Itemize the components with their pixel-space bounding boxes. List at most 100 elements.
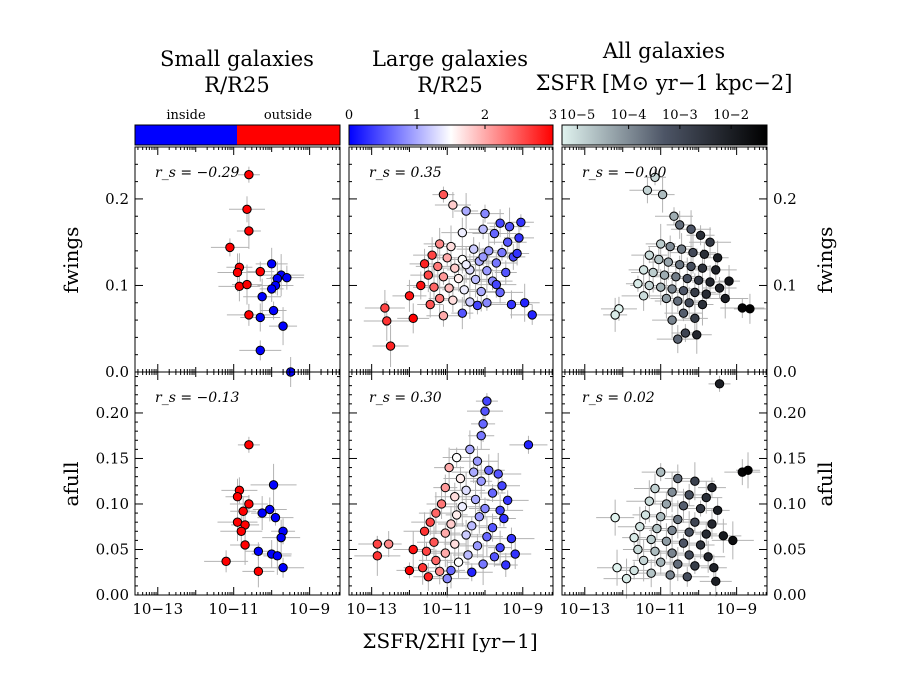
data-point xyxy=(701,529,711,539)
data-point xyxy=(502,495,513,506)
data-point xyxy=(650,483,660,494)
panel-small-afull: 10−13 10−11 10−9 0.00 0.05 0.10 0.15 0.20 r_s = … xyxy=(96,371,341,618)
data-point xyxy=(446,565,456,576)
data-point xyxy=(383,539,394,549)
data-point xyxy=(478,559,488,569)
data-point xyxy=(266,284,277,294)
data-point xyxy=(665,570,675,580)
data-point xyxy=(478,224,488,234)
data-point xyxy=(457,502,468,512)
data-point xyxy=(682,273,692,284)
data-point xyxy=(516,217,526,227)
data-point xyxy=(255,266,265,277)
data-point xyxy=(656,239,666,249)
panel-all-afull: 10−13 10−11 10−9 0.00 0.05 0.10 0.15 0.20 r_s = … xyxy=(559,371,806,618)
data-point xyxy=(669,211,679,221)
data-point xyxy=(431,508,441,518)
data-point xyxy=(745,304,755,314)
data-point xyxy=(451,452,462,463)
data-point xyxy=(728,535,738,546)
data-point xyxy=(442,573,452,584)
data-point xyxy=(461,530,471,540)
data-point xyxy=(476,286,486,297)
data-point xyxy=(434,239,445,249)
data-point xyxy=(429,282,439,292)
data-point xyxy=(737,303,748,313)
data-point xyxy=(495,287,505,298)
data-point xyxy=(495,505,505,516)
data-point xyxy=(278,562,288,573)
data-point xyxy=(523,440,534,450)
spearman-annotation: r_s = 0.02 xyxy=(582,390,655,406)
data-point xyxy=(455,473,466,484)
data-point xyxy=(236,526,246,536)
data-point xyxy=(476,431,486,441)
colorbar-small-frame xyxy=(134,124,341,146)
data-point xyxy=(431,555,441,566)
data-point xyxy=(372,539,383,549)
large-galaxies-subtitle: R/R25 xyxy=(417,73,482,97)
data-point xyxy=(442,253,452,263)
data-point xyxy=(724,276,734,286)
y-tick-label: 0.1 xyxy=(773,276,797,294)
data-point xyxy=(703,552,713,562)
data-point xyxy=(652,523,662,534)
data-point xyxy=(470,494,481,505)
y-tick-label: 0.15 xyxy=(773,449,806,467)
data-point xyxy=(697,263,708,273)
data-point xyxy=(640,510,651,520)
data-point xyxy=(705,277,715,287)
data-point xyxy=(436,499,447,509)
data-point xyxy=(699,249,710,260)
data-point xyxy=(621,573,632,584)
data-point xyxy=(711,265,721,275)
data-point xyxy=(695,503,706,514)
data-point xyxy=(519,298,530,308)
data-point xyxy=(659,270,670,280)
data-point xyxy=(451,510,462,520)
y-tick-label: 0.15 xyxy=(96,449,129,467)
data-point xyxy=(444,283,454,293)
x-tick-label: 10−11 xyxy=(635,600,686,618)
colorbar-large-tick-label: 2 xyxy=(481,108,489,123)
data-point xyxy=(695,230,706,240)
data-point xyxy=(423,270,434,280)
data-point xyxy=(743,465,753,476)
data-point xyxy=(221,556,231,567)
data-point xyxy=(433,261,443,272)
data-point xyxy=(385,341,396,351)
data-point xyxy=(472,541,483,551)
data-point xyxy=(661,499,672,509)
data-point xyxy=(461,485,471,496)
y-tick-label: 0.20 xyxy=(773,404,806,422)
data-point xyxy=(446,241,456,252)
data-point xyxy=(514,233,524,243)
data-point xyxy=(499,513,509,524)
x-tick-label: 10−11 xyxy=(208,600,259,618)
colorbar-all-tick-label: 10−2 xyxy=(713,108,749,123)
data-point xyxy=(671,272,681,282)
data-point xyxy=(667,548,677,558)
data-point xyxy=(425,299,435,310)
data-point xyxy=(701,492,711,503)
data-point xyxy=(610,512,620,523)
data-point xyxy=(232,267,243,278)
data-point xyxy=(633,544,643,555)
data-point xyxy=(438,272,449,282)
data-point xyxy=(487,488,498,498)
data-point xyxy=(446,519,456,529)
data-point xyxy=(276,532,286,543)
data-point xyxy=(372,551,383,561)
y-tick-label: 0.20 xyxy=(96,404,129,422)
y-tick-label: 0.00 xyxy=(96,586,129,604)
y-tick-label: 0.0 xyxy=(105,363,129,381)
data-point xyxy=(674,259,685,270)
data-point xyxy=(682,572,692,582)
data-point xyxy=(238,506,248,516)
data-point xyxy=(468,467,479,477)
data-point xyxy=(440,482,451,493)
data-point xyxy=(646,568,656,578)
data-point xyxy=(419,259,430,269)
large-galaxies-title: Large galaxies xyxy=(372,47,528,71)
